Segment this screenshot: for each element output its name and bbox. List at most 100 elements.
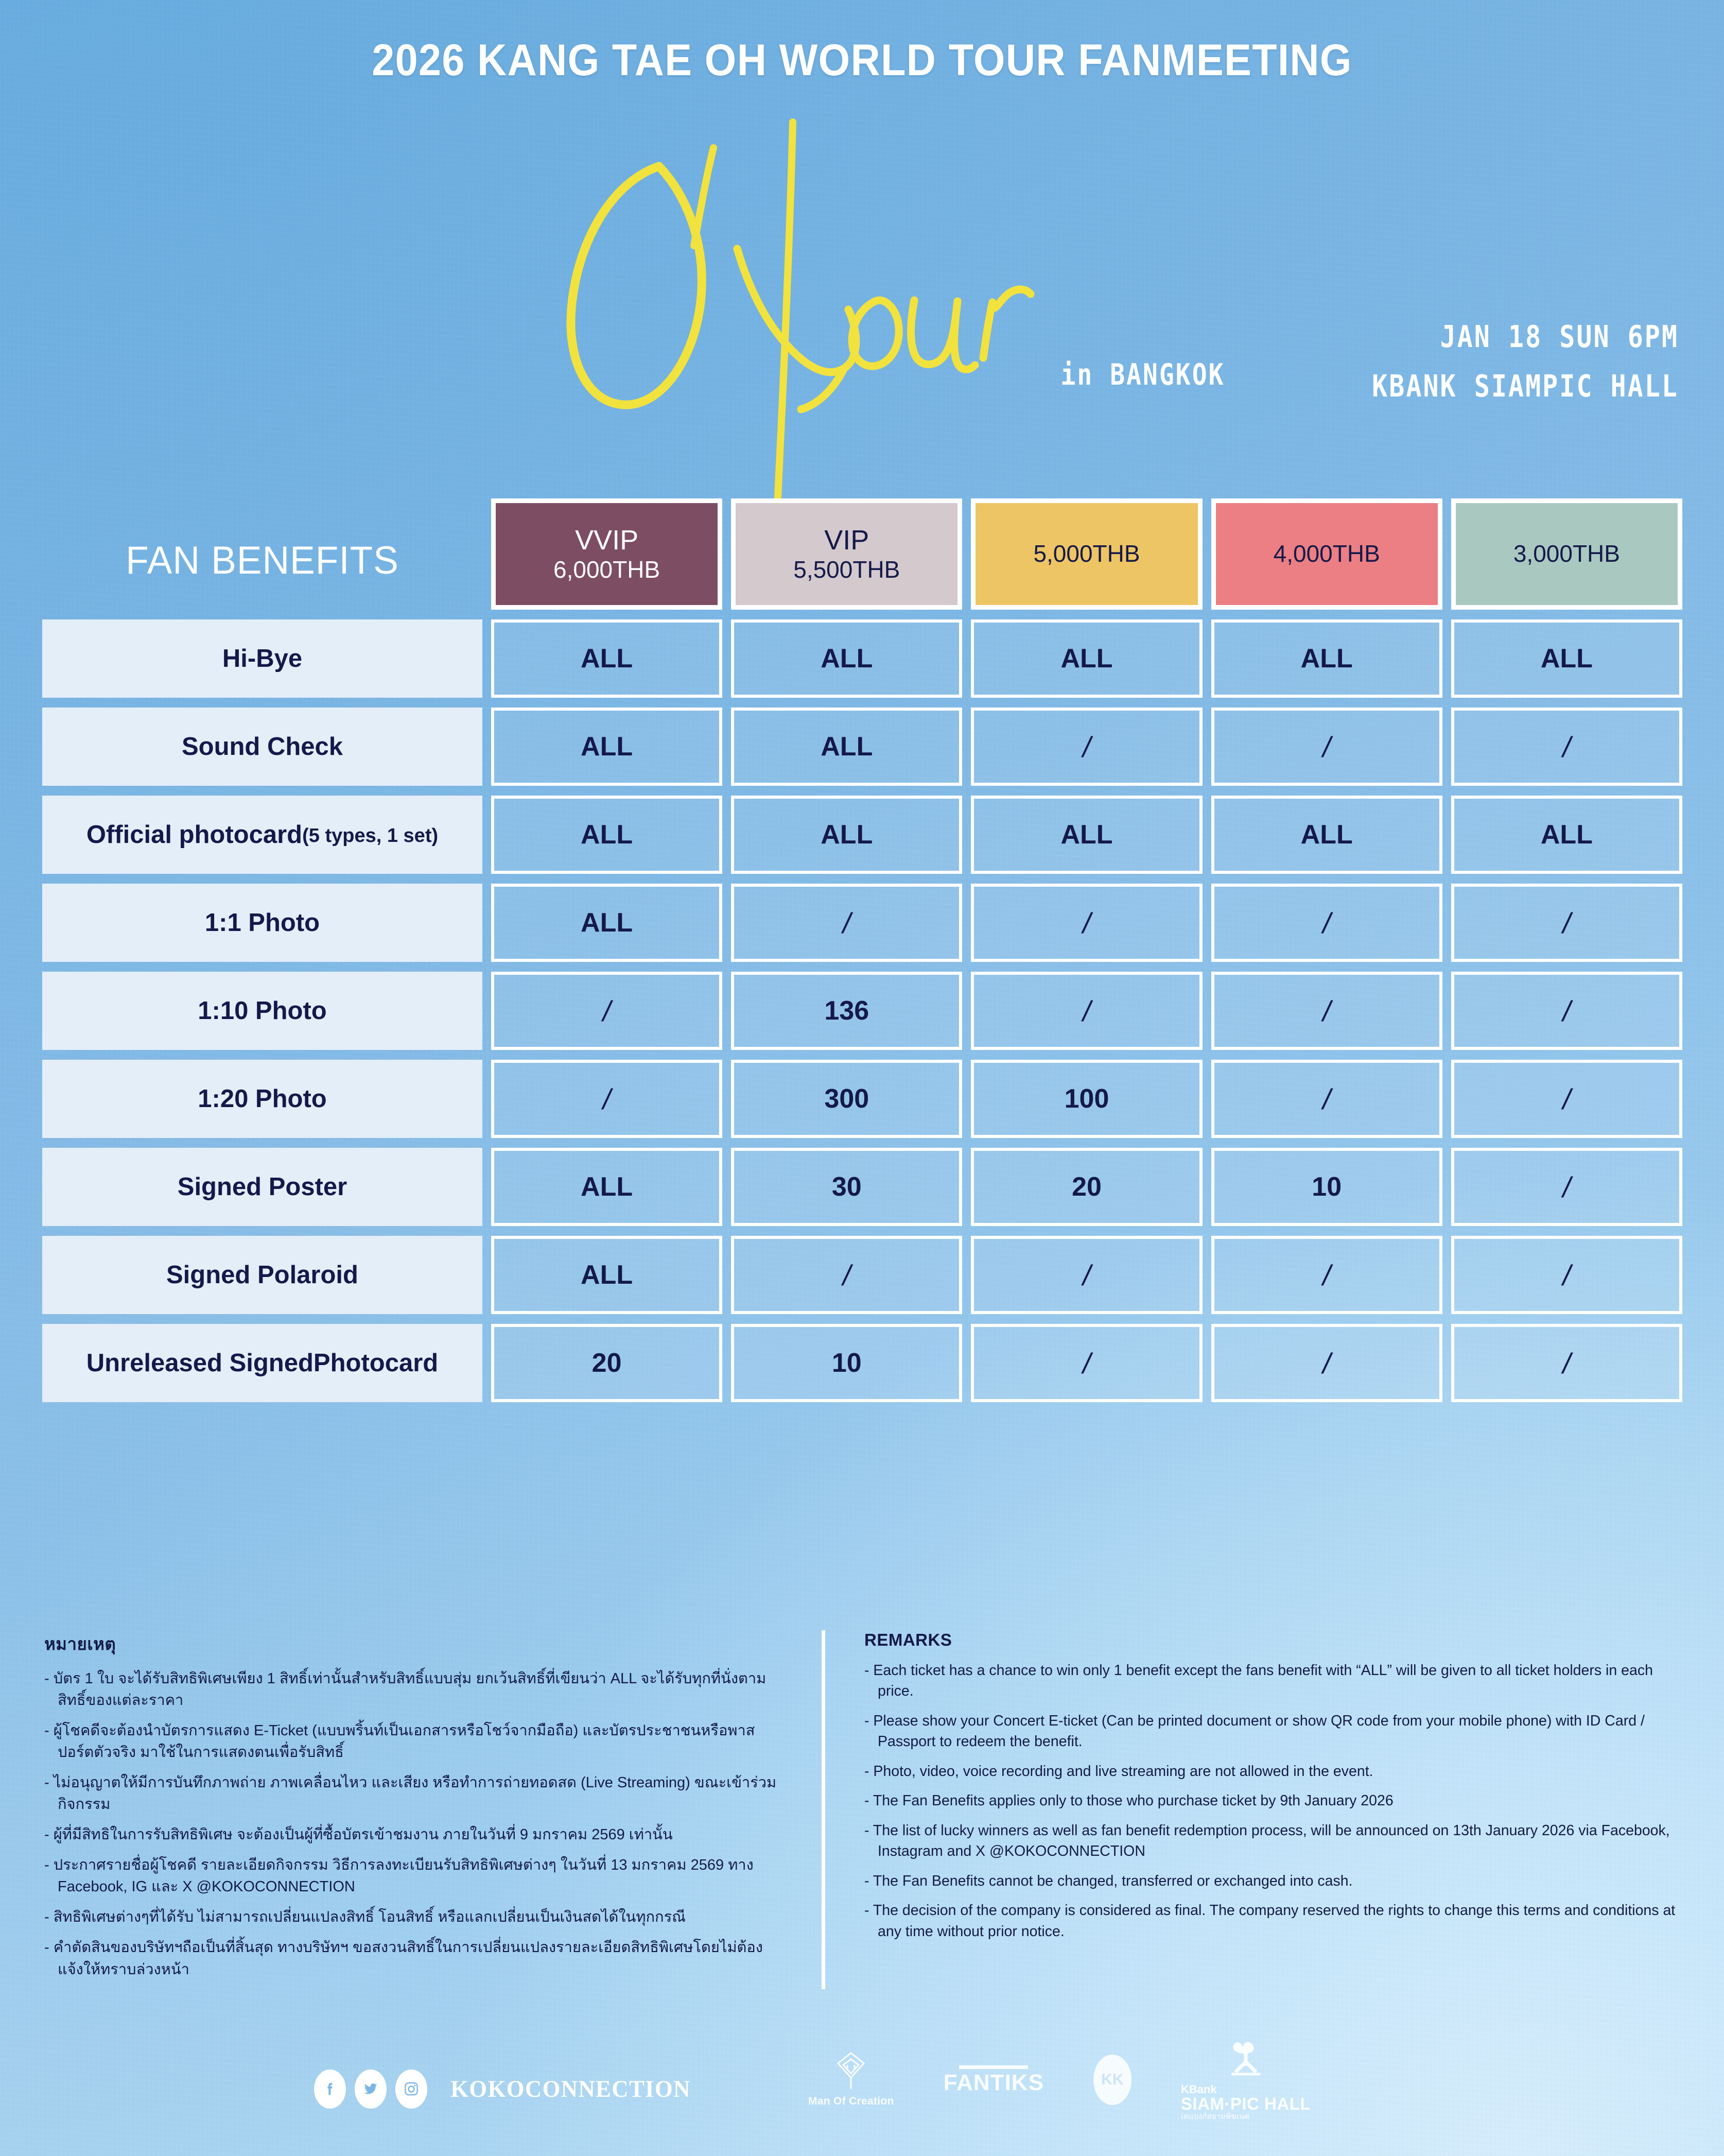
benefit-value-cell: / [491, 972, 723, 1050]
benefit-label: 1:1 Photo [42, 884, 482, 962]
benefit-value-cell: 10 [1211, 1148, 1442, 1226]
benefit-label: Signed Poster [42, 1148, 482, 1226]
tier-header-3000[interactable]: 3,000THB [1451, 498, 1683, 610]
remarks-english-list: - Each ticket has a chance to win only 1… [864, 1660, 1681, 1942]
siam-pic-hall-icon [1231, 2042, 1260, 2076]
tier-price: 4,000THB [1273, 540, 1380, 567]
benefit-value-cell: / [1451, 1236, 1683, 1314]
benefit-label-main: Hi-Bye [222, 644, 303, 672]
table-row: 1:1 Photo ALL / / / / [42, 884, 1683, 962]
benefit-value-cell: 300 [731, 1060, 963, 1138]
benefit-value-cell: ALL [491, 1236, 723, 1314]
benefit-label-main: Official photocard [86, 820, 303, 849]
benefit-label: Sound Check [42, 708, 482, 786]
sponsor-fantiks: FANTIKS [944, 2065, 1044, 2094]
remark-item: - Each ticket has a chance to win only 1… [864, 1662, 1653, 1700]
kbank-hall-name: SIAM·PIC HALL [1180, 2094, 1311, 2113]
benefit-label: Signed Polaroid [42, 1236, 482, 1314]
benefit-value-cell: ALL [491, 619, 723, 698]
remark-item: - The Fan Benefits cannot be changed, tr… [864, 1872, 1353, 1889]
twitter-icon[interactable] [355, 2069, 387, 2109]
benefit-value-cell: ALL [1211, 796, 1442, 874]
benefit-value-cell: ALL [971, 619, 1203, 698]
venue-name: KBANK SIAMPIC HALL [1372, 368, 1679, 404]
tier-price: 3,000THB [1513, 540, 1620, 567]
event-date: JAN 18 SUN 6PM [1440, 319, 1679, 355]
tier-price: 5,000THB [1033, 540, 1140, 567]
table-row: Unreleased Signed Photocard 20 10// / [42, 1324, 1683, 1402]
city-label: in BANGKOK [1060, 357, 1225, 392]
benefit-label: 1:20 Photo [42, 1060, 482, 1138]
benefit-value-cell: / [1451, 1324, 1683, 1402]
tier-price: 5,500THB [793, 556, 900, 583]
benefit-value-cell: ALL [731, 708, 963, 786]
remarks-section: หมายเหตุ - บัตร 1 ใบ จะได้รับสิทธิพิเศษเ… [44, 1630, 1681, 1989]
benefit-value-cell: 20 [971, 1148, 1203, 1226]
benefit-value-cell: / [1451, 1060, 1683, 1138]
remark-item: - Photo, video, voice recording and live… [864, 1763, 1373, 1780]
benefit-value-cell: / [971, 708, 1203, 786]
benefit-value-cell: / [1211, 972, 1442, 1050]
sponsor-label: FANTIKS [943, 2070, 1044, 2096]
tier-header-vvip[interactable]: VVIP 6,000THB [491, 498, 723, 610]
tier-name: VVIP [575, 525, 639, 556]
benefit-value-cell: / [1211, 1324, 1442, 1402]
remark-item: - ผู้โชคดีจะต้องนำบัตรการแสดง E-Ticket (… [44, 1722, 755, 1761]
benefit-value-cell: ALL [731, 796, 963, 874]
benefit-value-cell: / [1451, 972, 1683, 1050]
benefit-value-cell: 20 [491, 1324, 723, 1402]
tier-price: 6,000THB [553, 556, 660, 583]
sponsor-kbank-siam-pic-hall: KBank SIAM·PIC HALL เคแบงก์สยามพิฆเนศ [1181, 2039, 1311, 2121]
remarks-thai-list: - บัตร 1 ใบ จะได้รับสิทธิพิเศษเพียง 1 สิ… [44, 1668, 788, 1980]
remark-item: - The decision of the company is conside… [864, 1902, 1676, 1940]
fan-benefits-table: FAN BENEFITS VVIP 6,000THB VIP 5,500THB … [42, 498, 1683, 1412]
benefit-value-cell: / [971, 1236, 1203, 1314]
man-of-creation-icon [837, 2052, 865, 2090]
sponsor-kk: KK [1093, 2055, 1131, 2106]
page-title: 2026 KANG TAE OH WORLD TOUR FANMEETING [372, 36, 1352, 85]
remark-item: - The list of lucky winners as well as f… [864, 1822, 1670, 1860]
benefit-label: Unreleased Signed Photocard [42, 1324, 482, 1402]
tier-header-5000[interactable]: 5,000THB [971, 498, 1203, 610]
table-row: 1:20 Photo/300 100// [42, 1060, 1683, 1138]
benefit-value-cell: / [491, 1060, 723, 1138]
benefit-label-sub: Photocard [313, 1349, 439, 1377]
table-row: Official photocard (5 types, 1 set) ALL ALL… [42, 796, 1683, 874]
table-row: Sound Check ALL ALL / / / [42, 708, 1683, 786]
benefit-value-cell: / [971, 1324, 1203, 1402]
remark-item: - Please show your Concert E-ticket (Can… [864, 1712, 1645, 1750]
facebook-icon[interactable] [314, 2069, 346, 2109]
benefit-label-main: 1:10 Photo [198, 996, 327, 1025]
remark-item: - ผู้ที่มีสิทธิในการรับสิทธิพิเศษ จะต้อง… [44, 1826, 673, 1843]
benefit-label: Hi-Bye [42, 619, 482, 698]
benefit-value-cell: ALL [491, 796, 723, 874]
remarks-english-title: REMARKS [864, 1630, 952, 1649]
benefit-value-cell: ALL [1211, 619, 1442, 698]
remarks-english-column: REMARKS - Each ticket has a chance to wi… [822, 1630, 1681, 1989]
benefit-value-cell: 10 [731, 1324, 963, 1402]
kk-logo-icon: KK [1093, 2055, 1131, 2106]
benefit-value-cell: ALL [1451, 619, 1683, 698]
tier-header-vip[interactable]: VIP 5,500THB [731, 498, 963, 610]
benefit-value-cell: ALL [1451, 796, 1683, 874]
benefit-value-cell: ALL [971, 796, 1203, 874]
remark-item: - คำตัดสินของบริษัทฯถือเป็นที่สิ้นสุด ทา… [44, 1939, 763, 1978]
fantiks-bar-icon [959, 2065, 1029, 2069]
kbank-text-block: KBank SIAM·PIC HALL เคแบงก์สยามพิฆเนศ [1181, 2083, 1311, 2121]
benefit-value-cell: / [1211, 1236, 1442, 1314]
benefit-value-cell: / [731, 884, 963, 962]
remark-item: - The Fan Benefits applies only to those… [864, 1792, 1394, 1809]
instagram-icon[interactable] [395, 2069, 427, 2109]
social-handle: KOKOCONNECTION [450, 2076, 691, 2102]
table-row: 1:10 Photo/136// / [42, 972, 1683, 1050]
remark-item: - ไม่อนุญาตให้มีการบันทึกภาพถ่าย ภาพเคลื… [44, 1774, 777, 1813]
remarks-thai-title: หมายเหตุ [44, 1634, 116, 1653]
table-row: Hi-Bye ALL ALL ALL ALL ALL [42, 619, 1683, 698]
benefit-value-cell: / [1451, 1148, 1683, 1226]
benefit-label-main: Signed Poster [177, 1172, 347, 1201]
table-row: Signed Polaroid ALL / / / / [42, 1236, 1683, 1314]
fan-benefits-heading: FAN BENEFITS [126, 539, 399, 582]
benefit-value-cell: / [1451, 884, 1683, 962]
tier-header-4000[interactable]: 4,000THB [1211, 498, 1442, 610]
